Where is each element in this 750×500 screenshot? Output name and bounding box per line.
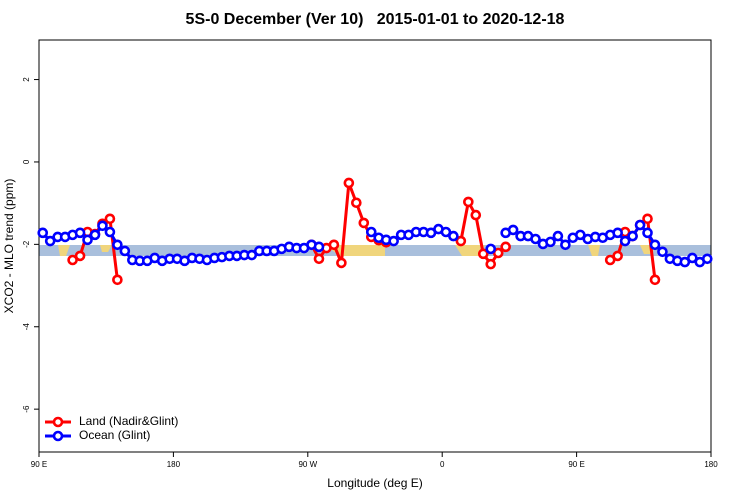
y-tick-label: -6 [22,405,31,413]
data-point [119,245,131,257]
x-tick-label: 0 [440,460,445,469]
data-point [112,239,123,251]
data-point [336,257,347,269]
x-tick-label: 90 W [298,460,317,469]
data-point [37,227,49,239]
y-axis-label: XCO2 - MLO trend (ppm) [2,179,16,314]
data-point [627,230,638,242]
surface-band [39,245,711,256]
data-point [634,219,646,231]
plot-marks [37,177,713,286]
data-point [545,236,556,248]
data-point [612,227,623,239]
data-point [112,274,123,286]
data-point [74,227,86,239]
y-tick-label: -2 [22,240,31,248]
data-point [642,227,653,239]
legend: Land (Nadir&Glint)Ocean (Glint) [45,414,178,442]
land-patch [100,245,112,252]
plot-frame [38,39,712,453]
data-point [104,213,116,225]
legend-marker [52,430,64,442]
data-point [485,258,497,270]
data-point [470,209,482,221]
x-tick-label: 90 E [31,460,47,469]
data-point [485,243,497,255]
y-tick-label: -4 [22,323,31,331]
data-point [455,235,467,247]
data-point [67,254,78,266]
x-tick-label: 180 [704,460,718,469]
data-point [104,226,116,238]
data-point [657,246,668,258]
data-point [679,256,691,268]
data-point [440,226,452,238]
legend-marker [52,416,64,428]
x-axis-label: Longitude (deg E) [327,476,422,490]
data-point [97,220,108,232]
data-point [44,235,56,247]
data-point [358,217,370,229]
data-point [328,239,340,251]
data-point [687,252,698,264]
data-point [507,224,519,236]
data-point [365,226,377,238]
data-point [575,229,586,241]
data-point [313,241,325,253]
data-point [619,235,631,247]
x-tick-label: 180 [167,460,181,469]
land-patch [588,245,600,256]
data-point [649,239,661,251]
data-point [492,247,504,259]
data-point [701,253,713,265]
land-patch [58,245,70,256]
data-point [351,197,362,209]
data-point [246,249,258,261]
legend-label: Land (Nadir&Glint) [79,414,178,428]
data-point [649,274,661,286]
land-patch [455,245,485,256]
chart-title: 5S-0 December (Ver 10) 2015-01-01 to 202… [186,11,565,28]
legend-label: Ocean (Glint) [79,428,150,442]
y-tick-label: 0 [22,159,31,164]
land-patch [325,245,385,256]
data-point [477,248,489,260]
data-point [463,196,474,208]
data-point [448,230,459,242]
data-point [500,241,511,253]
x-tick-label: 90 E [568,460,584,469]
data-point [313,253,325,265]
data-point [560,239,571,251]
data-point [388,235,399,247]
y-tick-label: 2 [22,77,31,82]
data-point [343,177,355,189]
data-point [552,230,564,242]
data-point [89,229,101,241]
data-point [642,213,653,225]
data-point [74,250,86,262]
data-point [604,254,616,266]
data-point [530,233,541,245]
data-point [612,250,623,262]
data-point [82,234,93,246]
